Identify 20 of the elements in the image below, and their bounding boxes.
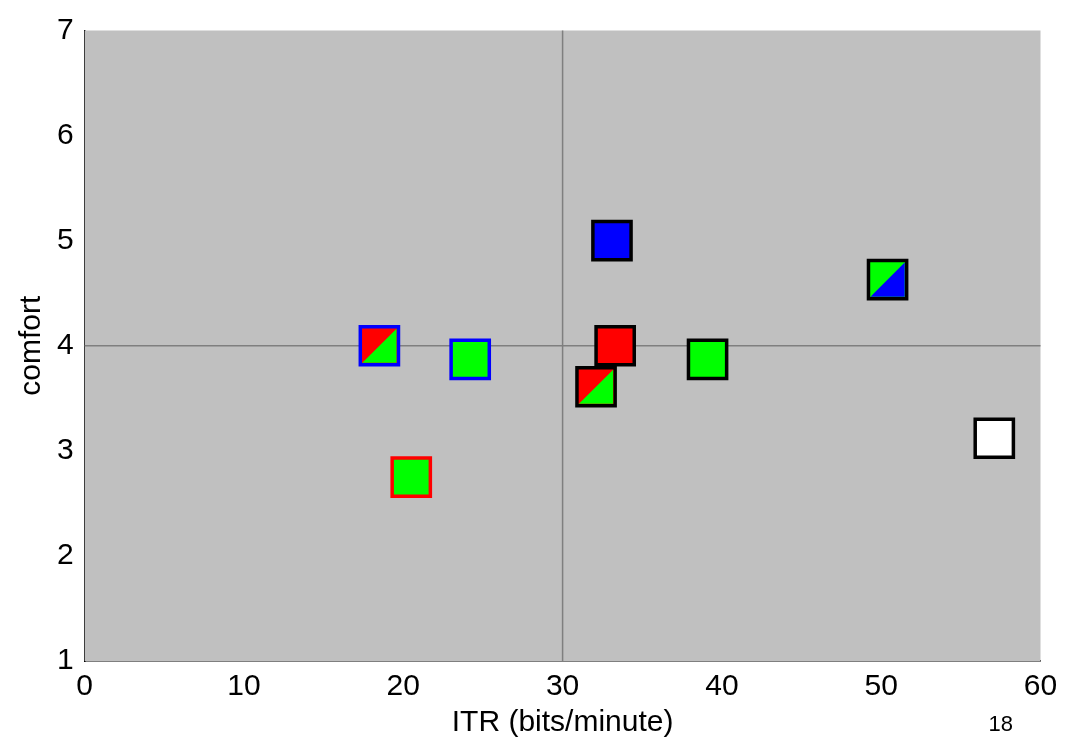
point: [973, 417, 1016, 460]
y-tick-label: 5: [57, 221, 74, 255]
text: 18: [988, 711, 1013, 737]
y-tick-label: 1: [57, 642, 74, 676]
y-tick-label: 6: [57, 116, 74, 150]
x-tick-label: 0: [76, 668, 94, 702]
y-tick-label: 3: [57, 432, 74, 466]
point: [591, 219, 633, 262]
y-tick-label: 4: [57, 327, 74, 361]
x-tick-label: 30: [545, 668, 580, 702]
y-tick-label: 2: [57, 537, 74, 571]
x-tick-label: 40: [705, 668, 739, 702]
x-tick-label: 20: [386, 668, 420, 702]
x-axis-title: ITR (bits/minute): [451, 704, 674, 738]
x-tick-label: 50: [864, 668, 898, 702]
point: [390, 456, 433, 498]
y-tick-label: 7: [57, 11, 74, 45]
x-tick-label: 10: [227, 668, 261, 702]
y-axis-title: comfort: [13, 295, 47, 396]
x-tick-label: 60: [1023, 668, 1058, 702]
